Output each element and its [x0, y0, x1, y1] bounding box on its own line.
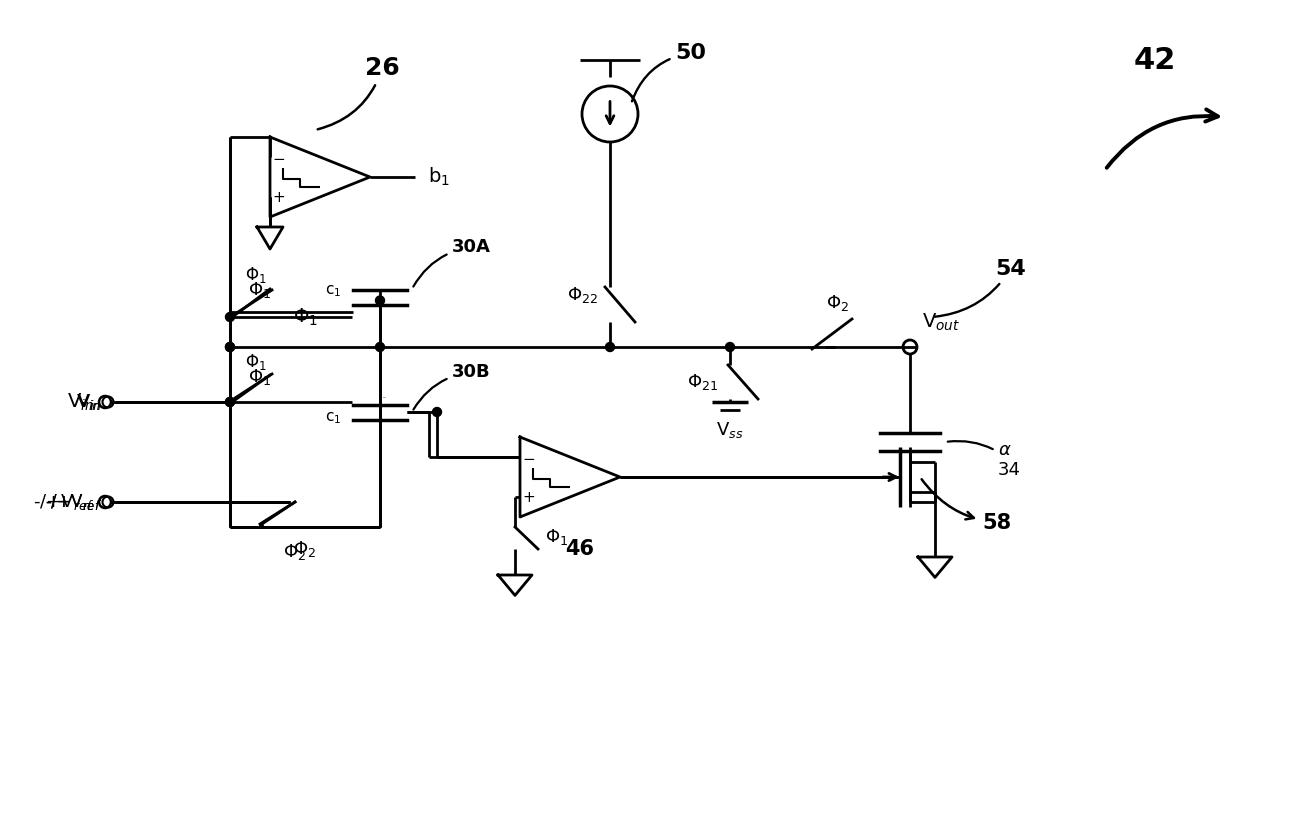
Text: -/+V$_{ref}$: -/+V$_{ref}$ — [45, 492, 102, 512]
Text: $\Phi_{21}$: $\Phi_{21}$ — [686, 372, 719, 392]
Text: $-$: $-$ — [272, 150, 285, 165]
Text: 30A: 30A — [413, 238, 491, 286]
Circle shape — [432, 408, 441, 417]
Text: $\alpha$
34: $\alpha$ 34 — [948, 441, 1020, 479]
Text: $\Phi_1$: $\Phi_1$ — [248, 280, 271, 300]
Text: $+$: $+$ — [522, 489, 535, 504]
Circle shape — [375, 296, 384, 305]
Text: V$_{out}$: V$_{out}$ — [922, 311, 960, 333]
Text: $\Phi_{22}$: $\Phi_{22}$ — [566, 285, 599, 305]
Text: b$_1$: b$_1$ — [428, 166, 450, 188]
Circle shape — [725, 343, 734, 351]
Text: $-$: $-$ — [522, 449, 535, 464]
Text: V$_{in}$: V$_{in}$ — [67, 391, 94, 413]
Text: 58: 58 — [921, 479, 1011, 533]
Text: 54: 54 — [935, 259, 1026, 317]
Text: 50: 50 — [632, 43, 706, 102]
Text: $\Phi_1$: $\Phi_1$ — [248, 367, 271, 387]
Text: c$_1$: c$_1$ — [325, 283, 341, 299]
Text: 30B$\bullet$: 30B$\bullet$ — [382, 394, 388, 399]
Circle shape — [605, 343, 614, 351]
Text: -/+V$_{ref}$: -/+V$_{ref}$ — [45, 492, 102, 512]
Circle shape — [375, 343, 384, 351]
Text: 30B: 30B — [413, 363, 490, 409]
Text: $\Phi_1$: $\Phi_1$ — [245, 265, 267, 285]
Text: V$_{in}$: V$_{in}$ — [76, 392, 102, 412]
Circle shape — [226, 343, 235, 351]
Text: $\Phi_2$: $\Phi_2$ — [284, 542, 307, 562]
Text: 26: 26 — [317, 56, 400, 129]
Text: 46: 46 — [565, 539, 595, 559]
Text: V$_{ss}$: V$_{ss}$ — [716, 420, 743, 440]
Text: -/+V$_{ref}$: -/+V$_{ref}$ — [34, 492, 94, 512]
Circle shape — [226, 398, 235, 407]
Text: $\Phi_1$: $\Phi_1$ — [245, 352, 267, 372]
Text: V$_{in}$: V$_{in}$ — [77, 392, 102, 412]
Text: $\Phi_2$: $\Phi_2$ — [827, 293, 850, 313]
Text: $\Phi_2$: $\Phi_2$ — [293, 539, 316, 559]
Text: $+$: $+$ — [272, 190, 285, 205]
Text: c$_1$: c$_1$ — [325, 410, 341, 426]
Text: $\Phi_1$: $\Phi_1$ — [293, 306, 317, 328]
Text: $\Phi_1$: $\Phi_1$ — [544, 527, 568, 547]
Text: 42: 42 — [1134, 46, 1176, 75]
Circle shape — [226, 313, 235, 321]
Circle shape — [226, 343, 235, 351]
Circle shape — [226, 398, 235, 407]
